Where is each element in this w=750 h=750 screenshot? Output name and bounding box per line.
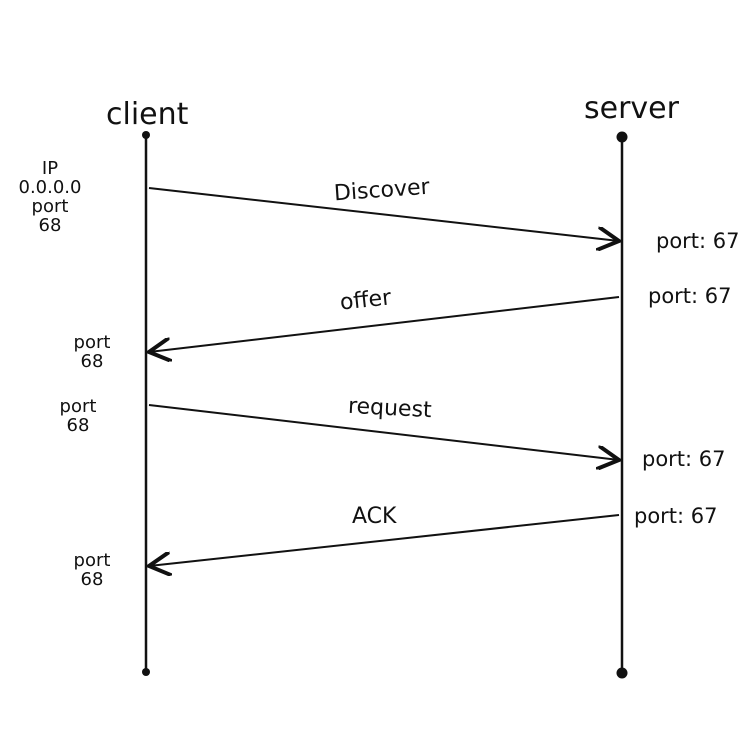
client-initial-ip-label: IP — [41, 158, 59, 179]
client-request-port-label: port — [59, 396, 97, 417]
client-lifeline-bottom-dot — [142, 668, 150, 676]
discover-arrow — [148, 187, 619, 241]
client-offer-note: port 68 — [64, 332, 120, 372]
server-participant-label: server — [584, 91, 679, 126]
server-port-note-ack: port: 67 — [634, 504, 718, 528]
server-port-note-request: port: 67 — [642, 447, 726, 471]
client-request-note: port 68 — [50, 396, 106, 436]
client-initial-port-value: 68 — [38, 214, 62, 236]
client-request-port-value: 68 — [66, 414, 90, 436]
ack-arrow — [149, 514, 620, 566]
offer-message-label: offer — [338, 285, 393, 316]
client-initial-note: IP 0.0.0.0 port 68 — [14, 158, 86, 236]
client-lifeline-top-dot — [142, 131, 150, 139]
client-participant-label: client — [106, 97, 189, 132]
request-message-label: request — [347, 393, 433, 424]
client-initial-port-label: port — [31, 195, 69, 217]
request-arrow — [148, 404, 619, 460]
client-offer-port-label: port — [73, 332, 111, 353]
client-initial-ip-value: 0.0.0.0 — [18, 176, 82, 198]
server-lifeline-bottom-dot — [616, 667, 628, 679]
ack-message-label: ACK — [352, 504, 397, 529]
server-lifeline-top-dot — [616, 131, 628, 143]
server-port-note-discover: port: 67 — [656, 229, 740, 253]
client-ack-note: port 68 — [64, 550, 120, 590]
server-port-note-offer: port: 67 — [648, 284, 732, 308]
client-ack-port-label: port — [73, 550, 111, 571]
client-offer-port-value: 68 — [80, 350, 104, 372]
client-ack-port-value: 68 — [80, 568, 104, 590]
offer-arrow — [149, 296, 620, 352]
